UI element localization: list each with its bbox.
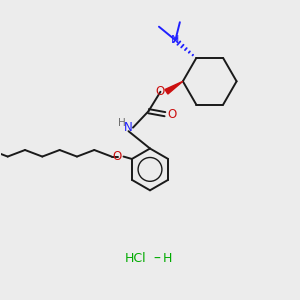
Polygon shape (165, 81, 183, 94)
Text: O: O (155, 85, 164, 98)
Text: O: O (112, 150, 122, 163)
Text: H: H (118, 118, 125, 128)
Text: H: H (163, 253, 172, 266)
Text: –: – (153, 252, 160, 266)
Text: N: N (171, 35, 180, 45)
Text: O: O (167, 108, 176, 121)
Text: HCl: HCl (124, 253, 146, 266)
Text: N: N (124, 121, 133, 134)
